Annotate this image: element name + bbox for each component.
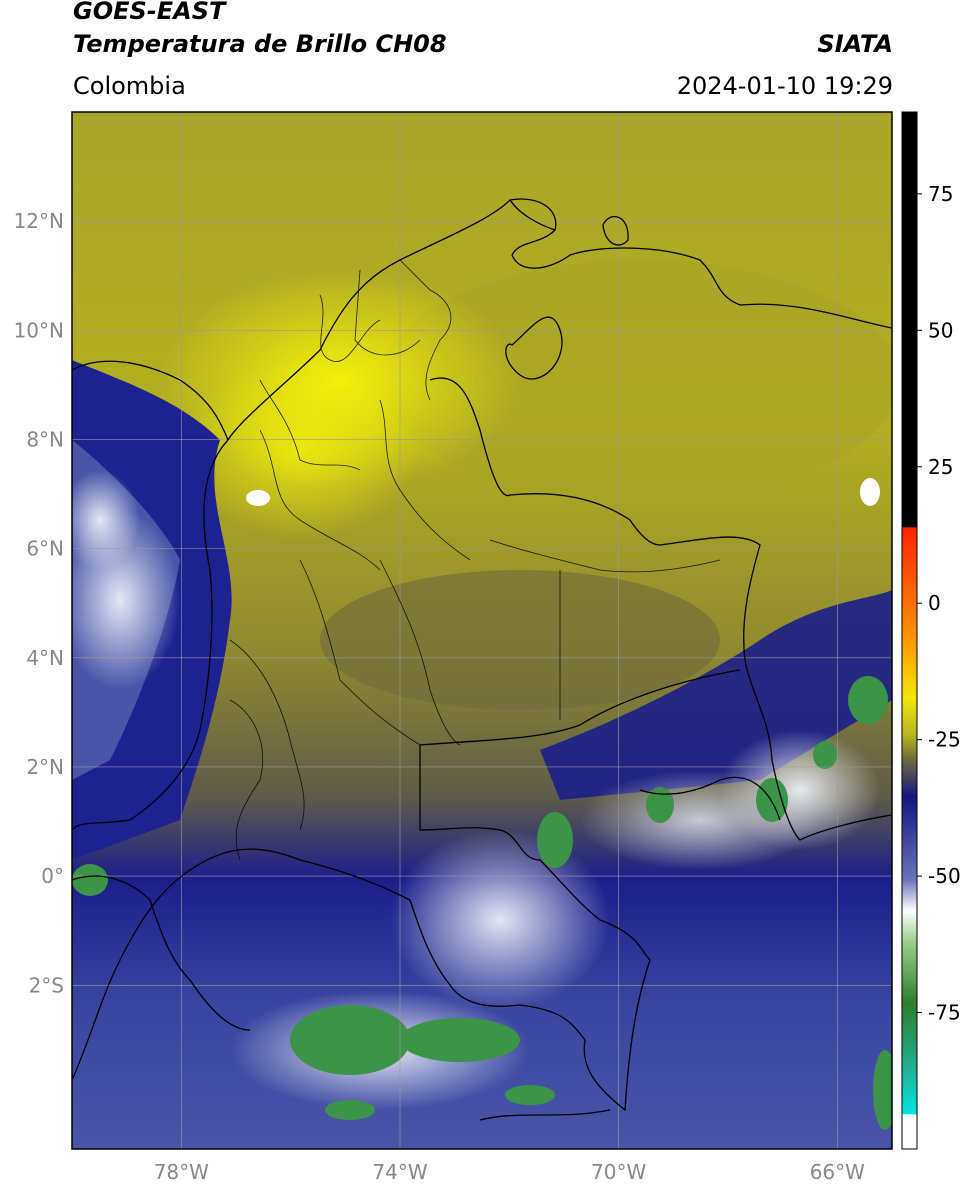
grid-lines: [72, 112, 892, 1149]
convective-core: [400, 1018, 520, 1062]
colorbar-tick-label: 0: [928, 591, 941, 615]
colorbar-tick-labels: 75 50 25 0 -25 -50 -75: [917, 182, 961, 1025]
lat-tick-label: 0°: [41, 864, 64, 888]
convective-core: [290, 1005, 410, 1075]
region-label: Colombia: [73, 72, 186, 100]
lat-tick-label: 8°N: [26, 427, 64, 451]
lat-tick-label: 10°N: [14, 318, 64, 342]
lon-tick-label: 78°W: [154, 1160, 209, 1184]
convective-core: [848, 676, 888, 724]
lon-tick-label: 66°W: [810, 1160, 865, 1184]
convective-core: [325, 1100, 375, 1120]
colorbar-tick-label: 75: [928, 182, 953, 206]
colorbar-tick-label: 25: [928, 455, 953, 479]
convective-core: [72, 864, 108, 896]
longitude-tick-labels: 78°W 74°W 70°W 66°W: [154, 1160, 865, 1184]
colorbar-tick-label: -25: [928, 728, 961, 752]
colorbar-tick-label: -50: [928, 864, 961, 888]
title-line-1: GOES-EAST: [73, 0, 226, 25]
department-borders: [229, 259, 721, 861]
colorbar-tick-label: -75: [928, 1001, 961, 1025]
convective-core: [505, 1085, 555, 1105]
map-frame: [71, 111, 893, 1150]
lat-tick-label: 2°S: [29, 973, 64, 997]
brand-label: SIATA: [817, 30, 893, 58]
title-line-2: Temperatura de Brillo CH08: [73, 30, 447, 58]
lat-tick-label: 12°N: [14, 209, 64, 233]
latitude-tick-labels: 12°N 10°N 8°N 6°N 4°N 2°N 0° 2°S: [14, 209, 64, 997]
lat-tick-label: 6°N: [26, 537, 64, 561]
lon-tick-label: 70°W: [591, 1160, 646, 1184]
colorbar-tick-label: 50: [928, 318, 953, 342]
convective-core: [537, 812, 573, 868]
convective-core: [646, 787, 674, 823]
colorbar-frame: [901, 111, 918, 1150]
convective-core: [756, 778, 788, 822]
satellite-image: [72, 112, 892, 1149]
convective-core: [813, 741, 837, 769]
convective-core: [873, 1050, 892, 1130]
country-borders: [72, 198, 892, 1121]
colorbar: [902, 112, 917, 1149]
lat-tick-label: 4°N: [26, 646, 64, 670]
timestamp-label: 2024-01-10 19:29: [676, 72, 893, 100]
lat-tick-label: 2°N: [26, 755, 64, 779]
lon-tick-label: 74°W: [372, 1160, 427, 1184]
